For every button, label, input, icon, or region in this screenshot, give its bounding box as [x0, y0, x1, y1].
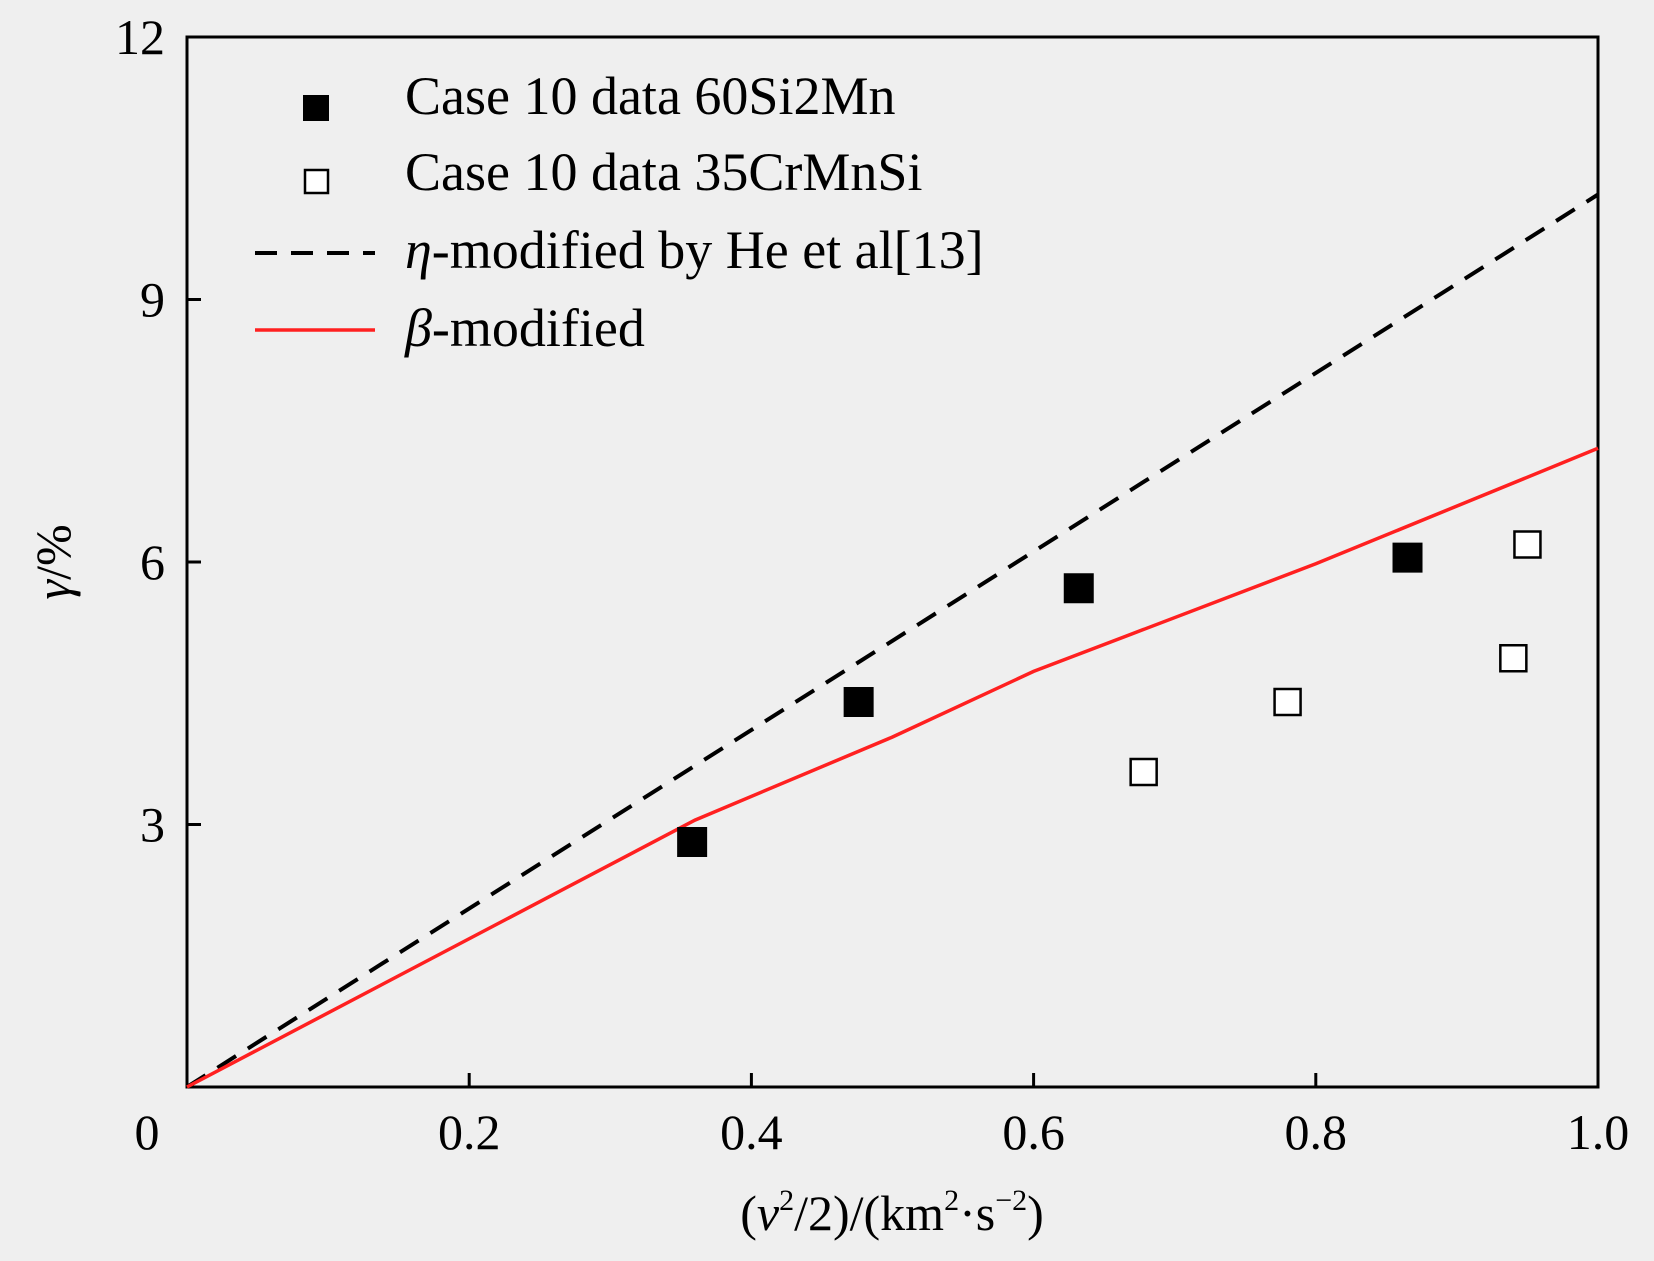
x-tick-label: 0.2: [438, 1104, 501, 1160]
x-tick-label: 0.8: [1285, 1104, 1348, 1160]
series-lines: [185, 192, 1600, 1089]
legend-marker-60Si2Mn: [303, 95, 329, 121]
data-point-35CrMnSi: [1499, 644, 1528, 673]
legend-marker-35CrMnSi: [303, 168, 330, 195]
data-point-60Si2Mn: [843, 687, 874, 717]
y-tick-label: 9: [140, 272, 165, 328]
data-point-60Si2Mn: [1392, 542, 1423, 573]
data-point-60Si2Mn: [677, 827, 708, 857]
series-line-2: [185, 192, 1600, 1089]
x-tick-label: 0: [135, 1104, 160, 1160]
x-tick-label: 1.0: [1567, 1104, 1630, 1160]
data-point-35CrMnSi: [1273, 687, 1302, 717]
data-point-60Si2Mn: [1063, 573, 1094, 604]
axis-tick-labels: 0 0.2 0.4 0.6 0.8 1.0 3 6 9 12: [115, 9, 1629, 1160]
legend-label-60Si2Mn: Case 10 data 60Si2Mn: [405, 66, 895, 126]
legend-label-eta: η-modified by He et al[13]: [405, 220, 984, 280]
legend: Case 10 data 60Si2Mn Case 10 data 35CrMn…: [255, 66, 984, 358]
legend-label-35CrMnSi: Case 10 data 35CrMnSi: [405, 142, 922, 202]
y-tick-label: 12: [115, 9, 165, 65]
x-tick-label: 0.4: [720, 1104, 783, 1160]
series-line-3: [186, 446, 1599, 1089]
y-tick-label: 3: [140, 797, 165, 853]
y-tick-label: 6: [140, 534, 165, 590]
x-tick-label: 0.6: [1002, 1104, 1065, 1160]
y-axis-title: γ/%: [25, 524, 81, 599]
data-point-35CrMnSi: [1513, 530, 1542, 559]
data-point-35CrMnSi: [1129, 757, 1158, 787]
legend-label-beta: β-modified: [404, 298, 645, 358]
series-points: [677, 530, 1542, 857]
axis-ticks: [187, 298, 1318, 1087]
x-axis-title: (v2/2)/(km2·s−2): [740, 1184, 1044, 1241]
